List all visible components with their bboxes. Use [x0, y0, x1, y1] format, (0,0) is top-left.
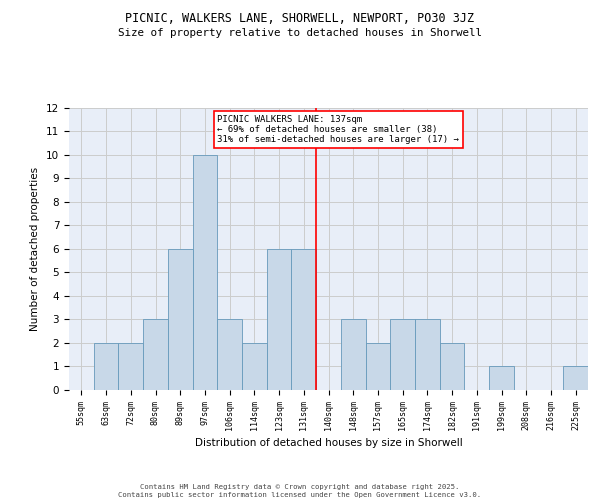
Bar — [242, 343, 267, 390]
Bar — [267, 249, 292, 390]
Text: Size of property relative to detached houses in Shorwell: Size of property relative to detached ho… — [118, 28, 482, 38]
Bar — [440, 343, 464, 390]
Bar — [118, 343, 143, 390]
Bar — [193, 154, 217, 390]
Bar — [365, 343, 390, 390]
Bar — [489, 366, 514, 390]
Bar — [292, 249, 316, 390]
Bar — [168, 249, 193, 390]
Text: PICNIC WALKERS LANE: 137sqm
← 69% of detached houses are smaller (38)
31% of sem: PICNIC WALKERS LANE: 137sqm ← 69% of det… — [217, 114, 459, 144]
Text: Contains HM Land Registry data © Crown copyright and database right 2025.
Contai: Contains HM Land Registry data © Crown c… — [118, 484, 482, 498]
X-axis label: Distribution of detached houses by size in Shorwell: Distribution of detached houses by size … — [194, 438, 463, 448]
Bar — [415, 320, 440, 390]
Bar — [143, 320, 168, 390]
Bar — [390, 320, 415, 390]
Bar — [94, 343, 118, 390]
Bar — [341, 320, 365, 390]
Bar — [217, 320, 242, 390]
Bar — [563, 366, 588, 390]
Text: PICNIC, WALKERS LANE, SHORWELL, NEWPORT, PO30 3JZ: PICNIC, WALKERS LANE, SHORWELL, NEWPORT,… — [125, 12, 475, 26]
Y-axis label: Number of detached properties: Number of detached properties — [31, 166, 40, 331]
